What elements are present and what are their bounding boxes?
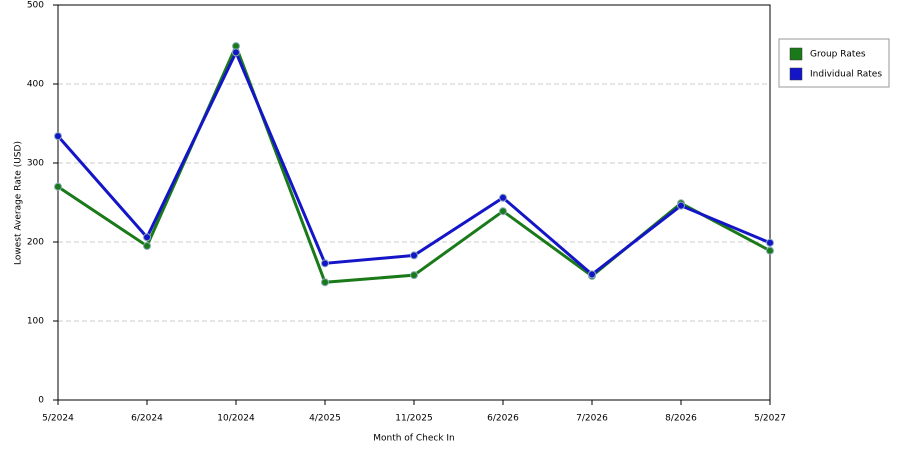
y-tick-label: 200 xyxy=(27,238,44,248)
data-point xyxy=(54,132,62,141)
data-point xyxy=(143,233,151,242)
y-tick-label: 300 xyxy=(27,159,44,169)
y-tick-label: 100 xyxy=(27,317,44,327)
data-point xyxy=(54,182,62,191)
data-point xyxy=(499,207,507,216)
x-tick-label: 5/2024 xyxy=(42,414,74,424)
y-tick-label: 500 xyxy=(27,1,44,11)
legend-swatch[interactable] xyxy=(789,47,803,61)
x-tick-label: 4/2025 xyxy=(309,414,341,424)
y-axis-label: Lowest Average Rate (USD) xyxy=(14,141,24,265)
legend-swatch[interactable] xyxy=(789,67,803,81)
data-point xyxy=(321,259,329,268)
data-point xyxy=(410,271,418,280)
data-point xyxy=(499,193,507,202)
x-tick-label: 11/2025 xyxy=(395,414,432,424)
x-tick-label: 5/2027 xyxy=(754,414,786,424)
legend-label[interactable]: Group Rates xyxy=(810,50,866,60)
data-point xyxy=(410,251,418,260)
x-tick-label: 6/2024 xyxy=(131,414,163,424)
data-point xyxy=(588,270,596,279)
x-tick-label: 8/2026 xyxy=(665,414,697,424)
data-point xyxy=(232,48,240,57)
y-tick-label: 0 xyxy=(38,396,44,406)
y-tick-label: 400 xyxy=(27,80,44,90)
data-point xyxy=(143,241,151,250)
legend-label[interactable]: Individual Rates xyxy=(810,70,882,80)
series-line xyxy=(57,42,771,284)
data-point xyxy=(766,238,774,247)
x-tick-label: 7/2026 xyxy=(576,414,608,424)
x-tick-label: 10/2024 xyxy=(217,414,255,424)
x-tick-label: 6/2026 xyxy=(487,414,519,424)
data-point xyxy=(677,201,685,210)
x-axis-label: Month of Check In xyxy=(373,434,455,444)
data-point xyxy=(766,246,774,255)
data-point xyxy=(321,278,329,287)
